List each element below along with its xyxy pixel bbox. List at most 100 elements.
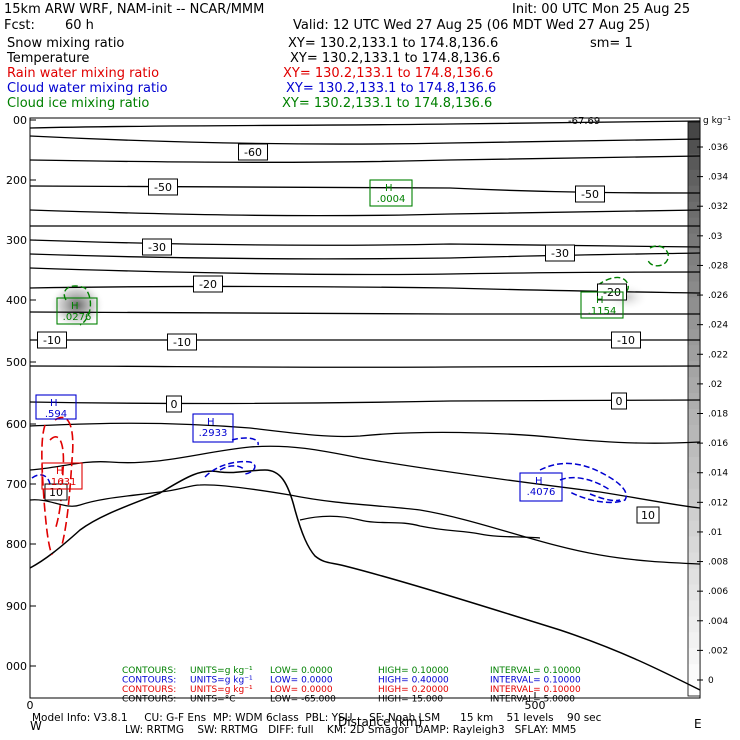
isotherm-label-box	[575, 185, 605, 203]
colorbar-tick-label: .03	[708, 232, 722, 242]
corner-east: E	[694, 717, 702, 731]
contour-spec-text: UNITS=g kg⁻¹	[190, 676, 253, 686]
contour-spec-text: UNITS=g kg⁻¹	[190, 685, 253, 695]
colorbar-segment	[688, 600, 700, 617]
colorbar-tick-label: .014	[708, 469, 728, 479]
colorbar-segment	[688, 169, 700, 187]
isotherm-0	[29, 399, 701, 405]
colorbar-segment	[688, 680, 700, 697]
y-tick-label: 00	[13, 114, 27, 127]
isotherm-minus50	[29, 185, 701, 194]
isotherm-label-box	[37, 331, 67, 349]
maximum-value: .0004	[377, 194, 406, 205]
colorbar-segment	[688, 424, 700, 442]
field-name-snow: Snow mixing ratio	[7, 36, 125, 51]
isotherm-label-box	[193, 275, 223, 293]
valid-time: Valid: 12 UTC Wed 27 Aug 25 (06 MDT Wed …	[293, 18, 651, 33]
colorbar-tick-label: .034	[708, 173, 728, 183]
isotherm-minus30	[29, 252, 701, 260]
colorbar-segment	[688, 616, 700, 633]
y-tick-label: 800	[6, 538, 27, 551]
x-axis: 0 500	[27, 692, 546, 712]
isotherm-label: -30	[551, 247, 569, 260]
isotherm-label-box	[611, 331, 641, 349]
colorbar-segment	[688, 472, 700, 490]
colorbar-segment	[688, 456, 700, 474]
isotherm-label-box	[166, 395, 182, 413]
colorbar-segment	[688, 313, 700, 330]
colorbar: .036 .034 .032 .03 .028 .026 .024 .022 .02 .018 .0…	[687, 121, 728, 697]
x-tick-label: 0	[27, 699, 34, 712]
contour-spec-text: INTERVAL= 0.10000	[490, 685, 581, 695]
colorbar-segment	[688, 664, 700, 681]
footer-model-info: Model Info: V3.8.1 CU: G-F Ens MP: WDM 6…	[32, 712, 602, 724]
colorbar-segment	[688, 153, 700, 171]
maximum-box	[519, 472, 563, 502]
maximum-letter: H	[385, 183, 393, 194]
x-axis-label: Distance (km)	[338, 715, 422, 729]
isotherm-label: -10	[173, 336, 191, 349]
isotherm-label: 10	[641, 509, 655, 522]
y-tick-label: 200	[6, 174, 27, 187]
isotherm-top	[29, 120, 701, 129]
colorbar-segment	[688, 536, 700, 553]
field-name-temperature: Temperature	[7, 51, 90, 66]
colorbar-frame	[687, 121, 701, 697]
isotherm-minus60	[29, 135, 701, 145]
colorbar-segment	[688, 504, 700, 522]
forecast-label: Fcst:	[4, 18, 35, 33]
colorbar-tick-label: .022	[708, 350, 728, 360]
isotherm-label-box	[611, 392, 627, 410]
colorbar-tick-label: .016	[708, 439, 728, 449]
colorbar-segment	[688, 265, 700, 282]
isotherm-minus25	[29, 267, 701, 276]
field-xy-cloud-water: XY= 130.2,133.1 to 174.8,136.6	[286, 81, 497, 96]
contour-spec-text: LOW= 0.0000	[270, 685, 333, 695]
contour-spec-text: UNITS=g kg⁻¹	[190, 666, 253, 676]
colorbar-segment	[688, 393, 700, 410]
colorbar-segment	[688, 632, 700, 649]
maximum-letter: H	[535, 476, 543, 487]
colorbar-tick-label: .028	[708, 261, 728, 271]
colorbar-segment	[688, 281, 700, 298]
colorbar-segment	[688, 552, 700, 569]
contour-spec-text: CONTOURS:	[122, 685, 176, 695]
colorbar-segment	[688, 297, 700, 314]
contour-spec-text: HIGH= 15.000	[378, 695, 443, 705]
contour-spec-text: INTERVAL= 5.0000	[490, 695, 575, 705]
isotherm-label: -20	[199, 278, 217, 291]
contour-spec-text: CONTOURS:	[122, 676, 176, 686]
colorbar-tick-label: .024	[708, 321, 728, 331]
isotherm-minus55	[29, 155, 701, 163]
maximum-box	[41, 462, 83, 490]
contour-spec-text: INTERVAL= 0.10000	[490, 676, 581, 686]
isotherm-minus5	[29, 365, 701, 368]
y-axis: 00 200 300 400 500 600 700 800 900 000	[6, 114, 36, 673]
colorbar-tick-label: .006	[708, 587, 728, 597]
contour-specs: CONTOURS: UNITS=g kg⁻¹ LOW= 0.0000 HIGH= 0.…	[122, 666, 581, 705]
colorbar-segment	[688, 377, 700, 394]
isotherm-label-box	[167, 333, 197, 351]
colorbar-units: g kg⁻¹	[703, 116, 731, 126]
contour-spec-text: HIGH= 0.10000	[378, 666, 449, 676]
maximum-box	[580, 291, 624, 319]
maximum-value: .594	[45, 409, 67, 420]
maximum-letter: H	[207, 417, 215, 428]
isotherm-label-box	[238, 143, 268, 161]
colorbar-segment	[688, 584, 700, 601]
colorbar-segment	[688, 520, 700, 538]
contour-spec-text: INTERVAL= 0.10000	[490, 666, 581, 676]
colorbar-segment	[688, 233, 700, 251]
colorbar-tick-label: .002	[708, 646, 728, 656]
isotherm-label-box	[142, 238, 172, 256]
y-tick-label: 900	[6, 600, 27, 613]
colorbar-tick-label: .018	[708, 410, 728, 420]
maximum-letter: H	[596, 295, 604, 306]
isotherm-label: 0	[616, 395, 623, 408]
colorbar-segment	[688, 440, 700, 458]
isotherm-label: -10	[617, 334, 635, 347]
contour-spec-text: HIGH= 0.40000	[378, 676, 449, 686]
y-tick-label: 500	[6, 356, 27, 369]
maximum-box	[56, 297, 98, 325]
